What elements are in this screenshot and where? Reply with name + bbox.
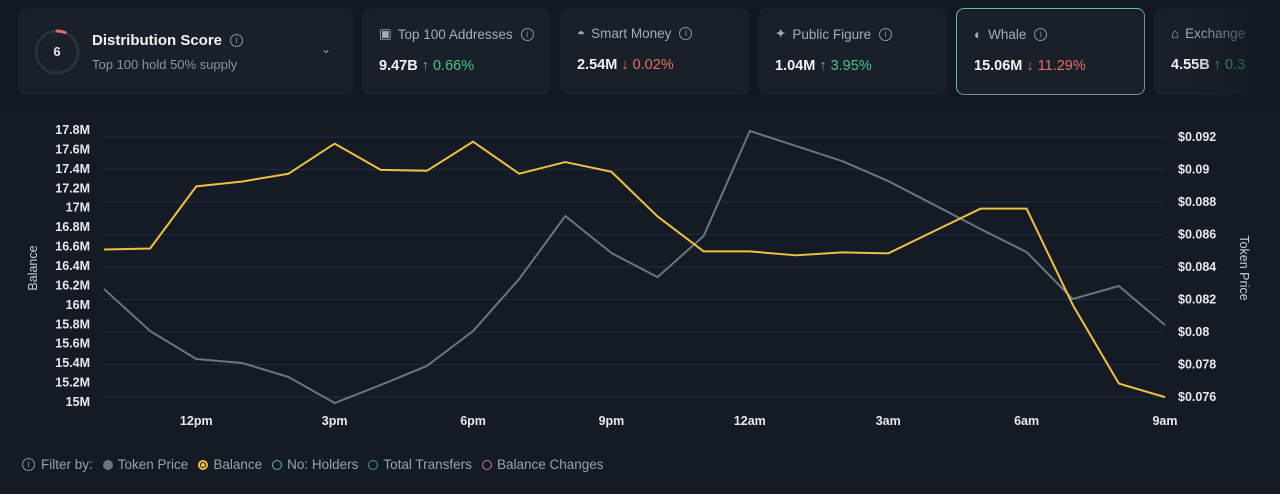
arrow-down-icon: ↓ <box>621 57 629 73</box>
y-tick-label: 15.2M <box>55 376 90 390</box>
y-tick-label: 17.2M <box>55 181 90 195</box>
legend-item-total-transfers[interactable]: Total Transfers <box>368 457 472 472</box>
y-tick-label: 16.6M <box>55 240 90 254</box>
metric-change: ↑ 0.66% <box>422 58 474 74</box>
info-icon[interactable]: i <box>879 27 893 41</box>
filter-label: Filter by: <box>41 457 93 472</box>
metric-change-value: 0.66% <box>432 58 475 74</box>
x-tick-label: 3am <box>876 414 901 428</box>
info-icon: i <box>22 458 35 471</box>
y2-tick-label: $0.078 <box>1178 358 1216 372</box>
series-line-token-price <box>103 129 1166 405</box>
metric-value: 2.54M <box>577 57 618 73</box>
info-icon[interactable]: i <box>520 27 534 41</box>
y-tick-label: 15M <box>66 395 90 409</box>
distribution-score-card[interactable]: 6 Distribution Score i Top 100 hold 50% s… <box>18 8 353 95</box>
metric-label: Smart Money <box>591 26 672 41</box>
score-ring: 6 <box>34 29 80 75</box>
metric-cards: 6 Distribution Score i Top 100 hold 50% s… <box>18 8 1280 95</box>
legend-label: No: Holders <box>287 457 359 472</box>
metric-change: ↑ 3.95% <box>819 58 871 74</box>
series-line-balance <box>103 140 1166 399</box>
score-subtitle: Top 100 hold 50% supply <box>92 56 238 72</box>
legend-marker <box>102 459 113 470</box>
metric-change: ↓ 0.02% <box>621 57 673 73</box>
x-tick-label: 3pm <box>322 414 348 428</box>
x-tick-label: 6pm <box>460 414 486 428</box>
legend-label: Balance Changes <box>496 457 604 472</box>
y-tick-label: 17.4M <box>55 162 90 176</box>
y-tick-label: 15.4M <box>55 356 90 370</box>
y-tick-label: 17.6M <box>55 142 90 156</box>
metric-label: Public Figure <box>792 26 872 42</box>
y-tick-label: 15.8M <box>55 317 90 331</box>
legend-item-balance-changes[interactable]: Balance Changes <box>481 457 604 472</box>
metric-card-top-100-addresses[interactable]: ▣ Top 100 Addresses i 9.47B ↑ 0.66% <box>362 8 551 95</box>
x-tick-label: 6am <box>1014 414 1039 428</box>
metric-change-value: 0.02% <box>632 57 674 73</box>
legend-label: Token Price <box>117 457 189 472</box>
metric-value: 15.06M <box>974 58 1023 74</box>
y2-tick-label: $0.092 <box>1178 130 1216 144</box>
metric-label: Top 100 Addresses <box>397 26 513 42</box>
balance-price-chart: $0.092 $0.09 $0.088 $0.086 $0.084 $0.082 $0.08… <box>26 123 1251 428</box>
legend-marker <box>198 459 209 470</box>
arrow-down-icon: ↓ <box>1026 58 1034 74</box>
metric-label: Whale <box>988 27 1027 42</box>
legend-item-balance[interactable]: Balance <box>198 457 262 472</box>
x-tick-label: 12pm <box>180 414 213 428</box>
y-tick-label: 16.2M <box>55 278 90 292</box>
y2-tick-label: $0.08 <box>1178 325 1209 339</box>
legend-marker <box>272 459 283 470</box>
metric-value: 9.47B <box>379 58 418 74</box>
info-icon[interactable]: i <box>679 27 693 40</box>
y2-axis-title: Token Price <box>1237 235 1251 300</box>
metric-change-value: 3.95% <box>830 58 872 74</box>
sunglasses-icon: ◓ <box>577 26 586 41</box>
whale-icon: ◐ <box>974 27 983 42</box>
y2-tick-label: $0.082 <box>1178 293 1216 307</box>
chevron-down-icon[interactable]: ⌄ <box>320 42 331 56</box>
bank-icon: ⌂ <box>1171 26 1180 41</box>
y-tick-label: 16.4M <box>55 259 90 273</box>
y-tick-label: 16.8M <box>55 220 90 234</box>
score-title: Distribution Score <box>92 31 223 49</box>
legend-marker <box>481 459 492 470</box>
legend-item-token-price[interactable]: Token Price <box>102 457 189 472</box>
metric-value: 1.04M <box>775 58 816 74</box>
y-tick-label: 16M <box>66 298 90 312</box>
money-icon: ▣ <box>379 26 392 41</box>
chart-panel: $0.092 $0.09 $0.088 $0.086 $0.084 $0.082 $0.08… <box>0 108 1280 494</box>
info-icon[interactable]: i <box>230 33 244 47</box>
y-axis-title: Balance <box>26 245 40 290</box>
x-tick-label: 9pm <box>599 414 625 428</box>
arrow-up-icon: ↑ <box>819 58 827 74</box>
info-icon[interactable]: i <box>1034 28 1048 41</box>
y2-tick-label: $0.086 <box>1178 228 1216 242</box>
y2-tick-label: $0.076 <box>1178 390 1216 404</box>
y2-tick-label: $0.088 <box>1178 195 1216 209</box>
y-tick-label: 15.6M <box>55 337 90 351</box>
score-value: 6 <box>53 44 61 59</box>
arrow-up-icon: ↑ <box>421 58 429 74</box>
metric-change-value: 11.29% <box>1037 58 1086 74</box>
y2-tick-label: $0.084 <box>1178 260 1216 274</box>
scroll-fade <box>1190 8 1280 95</box>
chart-legend: i Filter by: Token Price Balance No: Holde… <box>22 457 614 472</box>
y-tick-label: 17.8M <box>55 123 90 137</box>
metric-card-public-figure[interactable]: ✦ Public Figure i 1.04M ↑ 3.95% <box>758 8 947 95</box>
legend-marker <box>368 459 379 470</box>
public-figure-icon: ✦ <box>775 26 787 41</box>
legend-label: Balance <box>213 457 263 472</box>
y-tick-label: 17M <box>66 201 90 215</box>
metric-change: ↓ 11.29% <box>1026 58 1085 74</box>
y2-tick-label: $0.09 <box>1178 163 1209 177</box>
x-tick-label: 9am <box>1152 414 1177 428</box>
metric-card-smart-money[interactable]: ◓ Smart Money i 2.54M ↓ 0.02% <box>560 8 749 95</box>
metric-card-whale[interactable]: ◐ Whale i 15.06M ↓ 11.29% <box>956 8 1145 95</box>
legend-label: Total Transfers <box>383 457 472 472</box>
legend-item-no-holders[interactable]: No: Holders <box>272 457 358 472</box>
x-tick-label: 12am <box>734 414 766 428</box>
